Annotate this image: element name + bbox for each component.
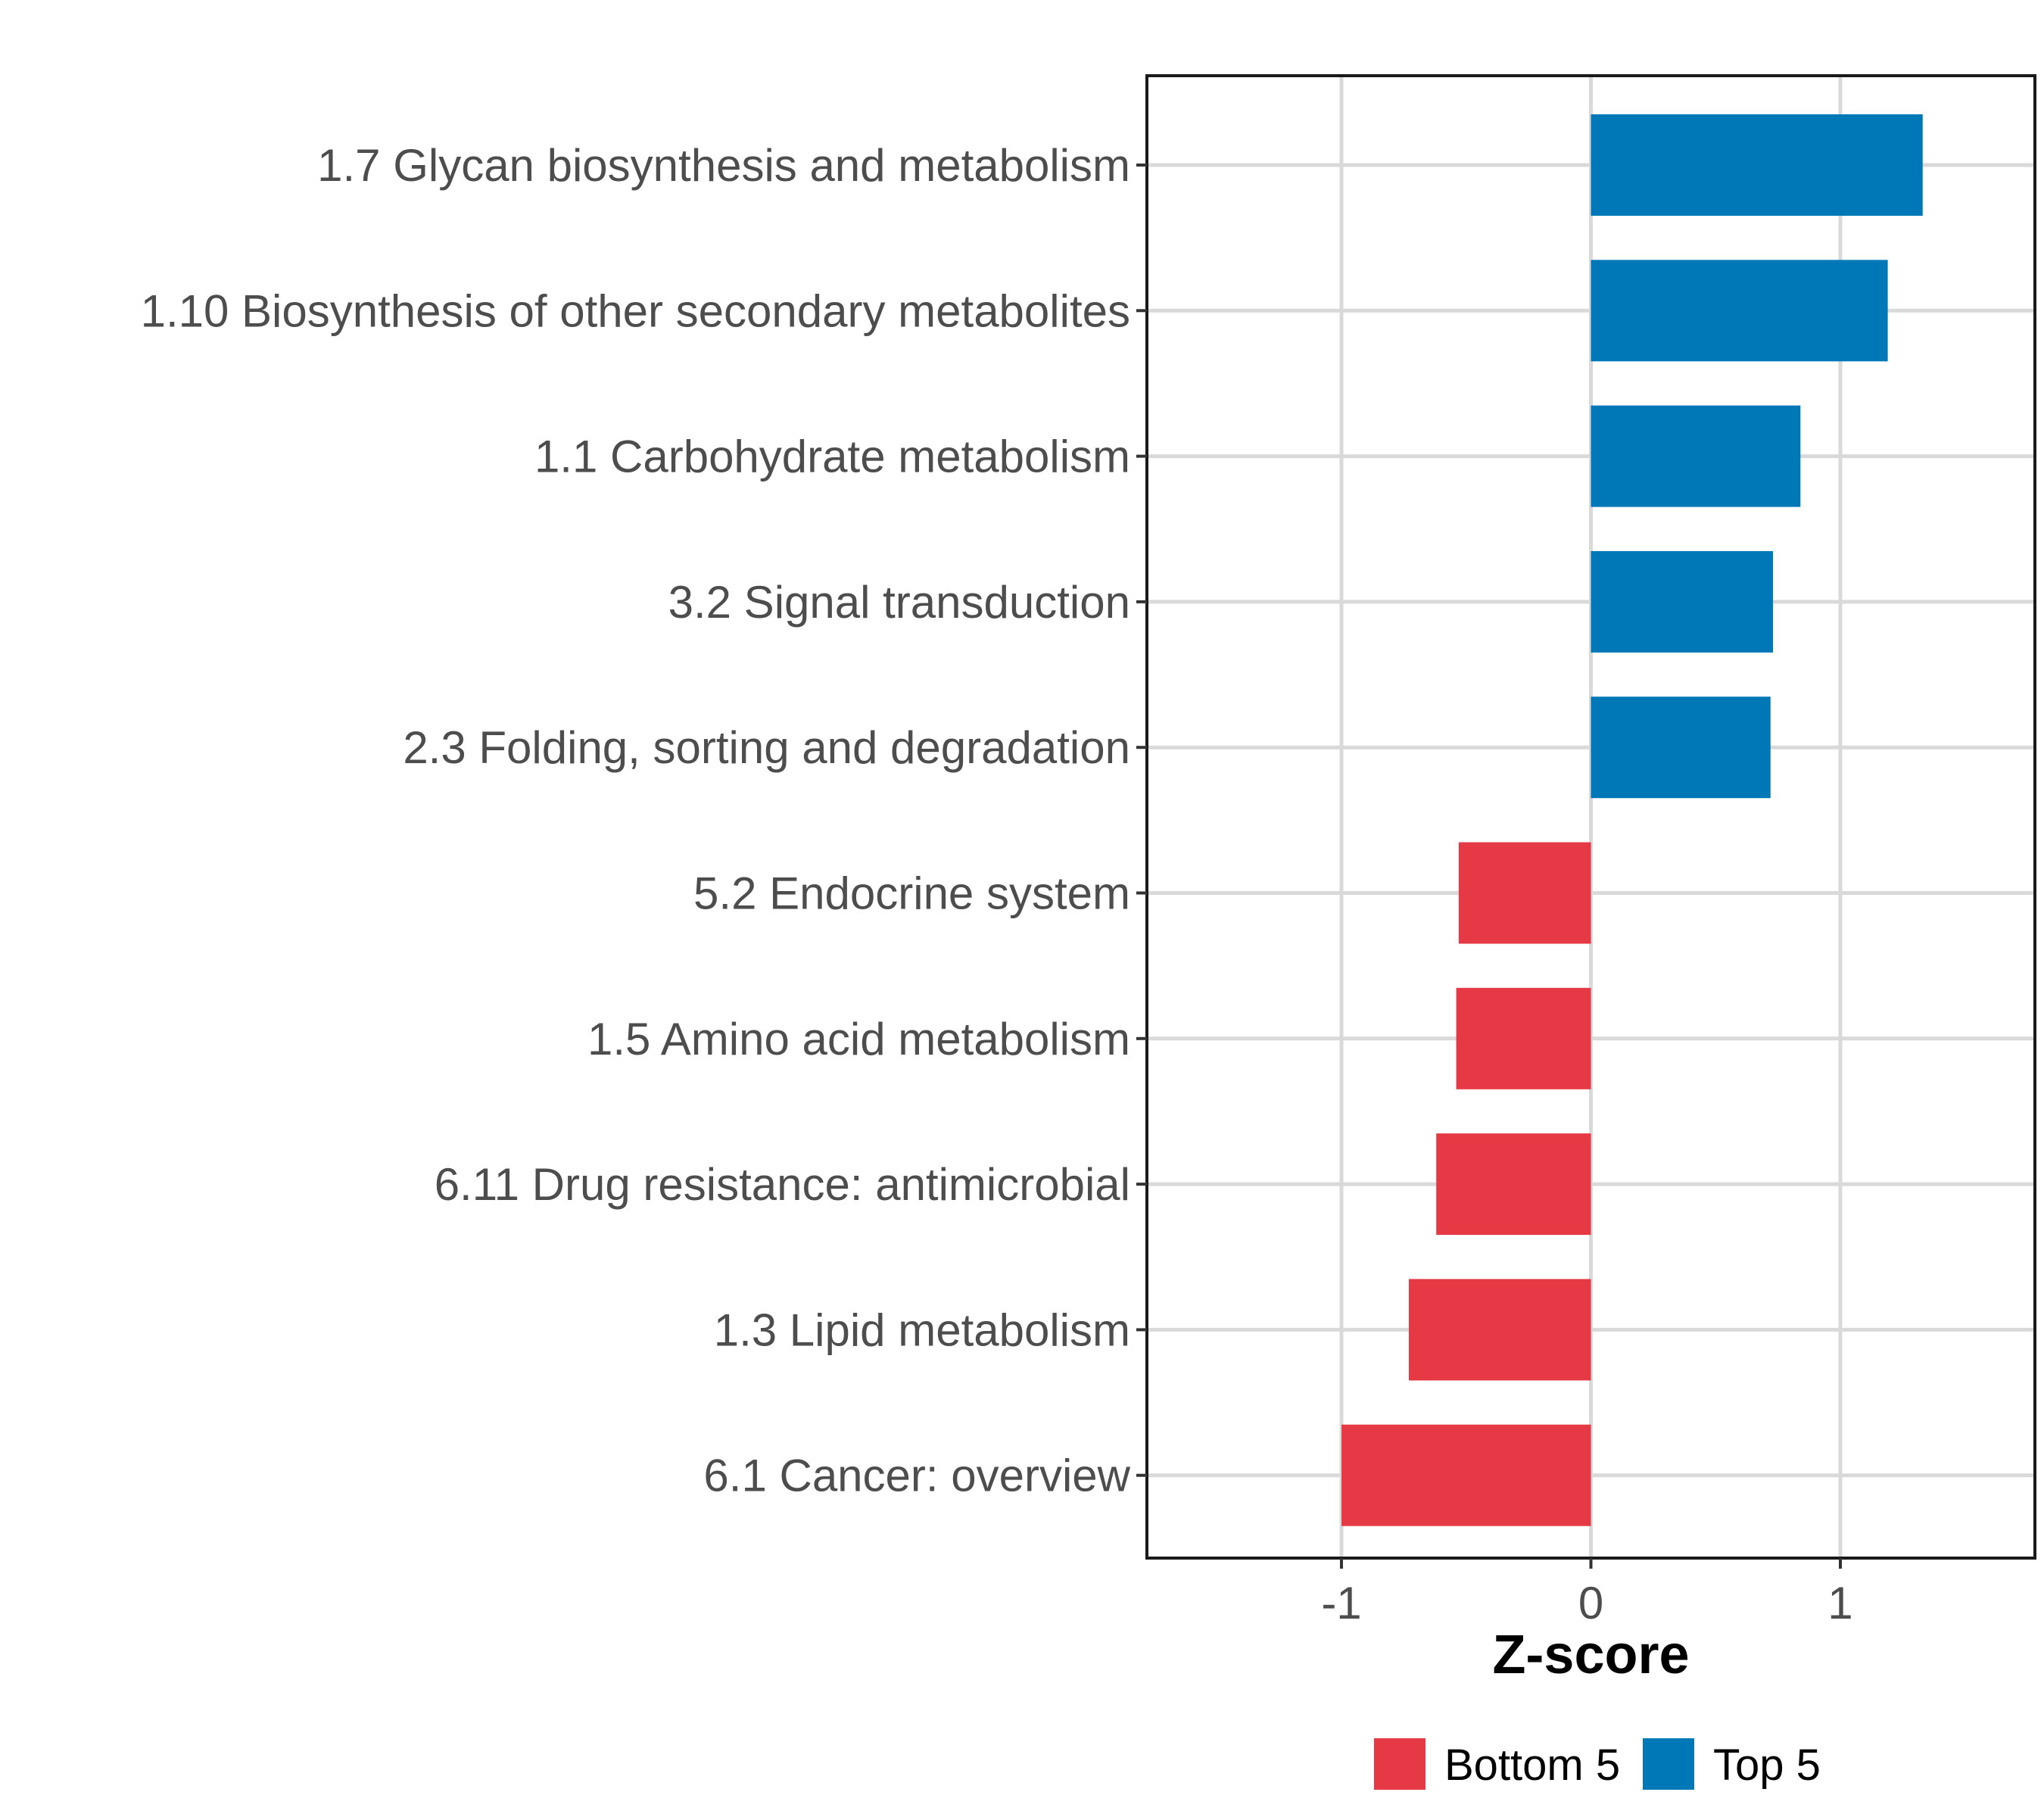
category-label: 1.5 Amino acid metabolism [587, 1014, 1130, 1064]
bar-3 [1591, 405, 1801, 507]
legend: Bottom 5 Top 5 [1374, 1738, 1821, 1790]
category-label: 6.1 Cancer: overview [703, 1451, 1130, 1501]
bar-6 [1458, 842, 1591, 944]
bar-7 [1456, 987, 1591, 1089]
x-tick-label: 0 [1578, 1578, 1603, 1628]
category-label: 1.7 Glycan biosynthesis and metabolism [317, 140, 1130, 191]
x-tick-label: -1 [1321, 1578, 1361, 1628]
bar-5 [1591, 697, 1771, 799]
bar-8 [1436, 1133, 1591, 1236]
bar-9 [1408, 1279, 1591, 1381]
legend-label-1: Bottom 5 [1444, 1741, 1620, 1790]
category-label: 1.10 Biosynthesis of other secondary met… [141, 285, 1130, 336]
category-label: 2.3 Folding, sorting and degradation [403, 722, 1130, 773]
bar-2 [1591, 260, 1888, 362]
x-tick-label: 1 [1827, 1578, 1852, 1628]
y-axis-ticks: 1.7 Glycan biosynthesis and metabolism 1.… [141, 140, 1147, 1501]
x-axis-title: Z-score [1492, 1625, 1689, 1685]
x-axis-ticks: -1 0 1 [1321, 1558, 1853, 1628]
bar-10 [1341, 1424, 1591, 1526]
bars [1341, 114, 1923, 1526]
legend-swatch-1 [1374, 1738, 1426, 1790]
category-label: 5.2 Endocrine system [693, 868, 1130, 919]
bar-4 [1591, 550, 1774, 653]
category-label: 1.1 Carbohydrate metabolism [534, 432, 1130, 482]
legend-label-2: Top 5 [1713, 1741, 1821, 1790]
category-label: 3.2 Signal transduction [668, 577, 1130, 628]
bar-1 [1591, 114, 1923, 216]
category-label: 6.11 Drug resistance: antimicrobial [435, 1159, 1130, 1210]
category-label: 1.3 Lipid metabolism [714, 1304, 1130, 1355]
legend-swatch-2 [1643, 1738, 1694, 1790]
